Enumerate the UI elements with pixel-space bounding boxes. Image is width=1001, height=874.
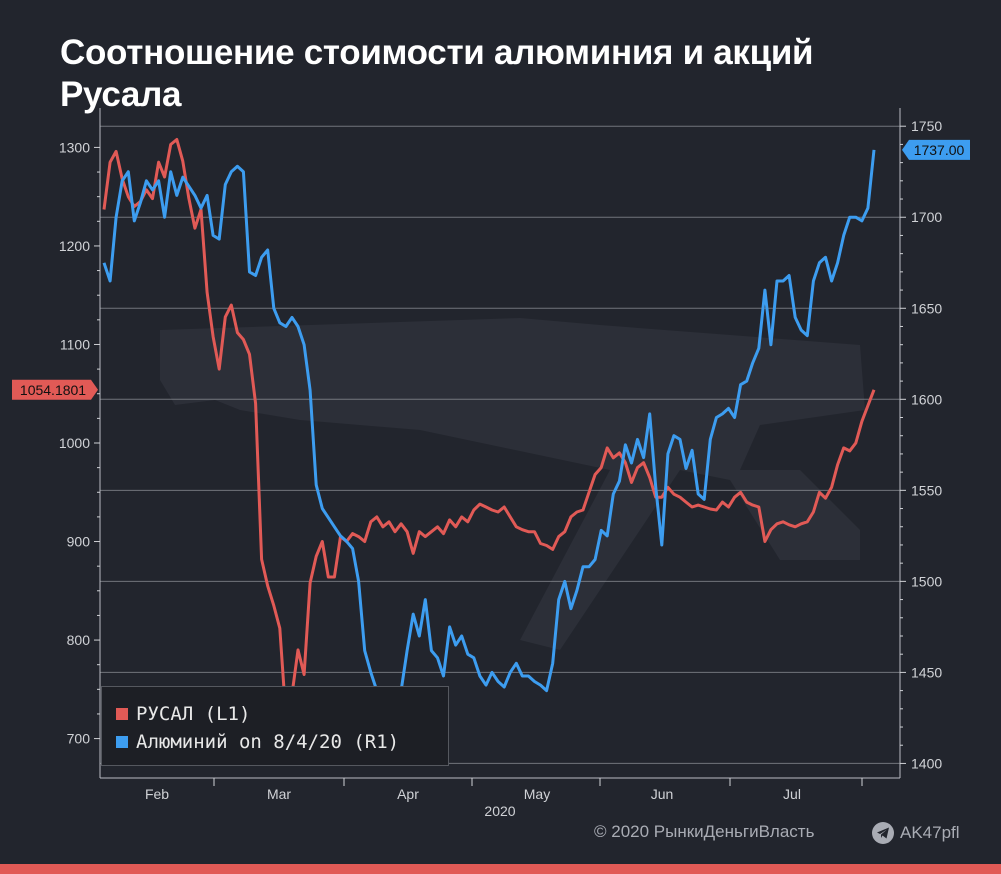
x-tick-label: Jun: [651, 786, 674, 802]
watermark-logo: [160, 318, 865, 650]
x-year-label: 2020: [484, 803, 515, 819]
right-tick-label: 1450: [911, 664, 942, 680]
x-tick-label: Mar: [267, 786, 291, 802]
series-line-rusal: [102, 138, 876, 719]
x-tick-label: Feb: [145, 786, 169, 802]
series-line-aluminium: [102, 149, 876, 747]
left-tick-label: 900: [67, 534, 91, 550]
tick-labels: 700 800 900 1000 1100 1200 1300 1400 1450 1500 155…: [59, 118, 943, 819]
last-value-flag-right: 1737.00: [902, 139, 970, 160]
x-tick-label: Jul: [783, 786, 801, 802]
left-tick-label: 1300: [59, 139, 90, 155]
legend-swatch-aluminium: [116, 736, 128, 748]
x-tick-label: Apr: [397, 786, 419, 802]
footer-credit: © 2020 РынкиДеньгиВласть: [594, 822, 815, 841]
right-tick-label: 1500: [911, 573, 942, 589]
left-tick-label: 1200: [59, 238, 90, 254]
telegram-icon: [872, 822, 894, 844]
legend-swatch-rusal: [116, 708, 128, 720]
left-tick-label: 1000: [59, 435, 90, 451]
flag-right-value: 1737.00: [914, 142, 965, 158]
legend-label-aluminium: Алюминий on 8/4/20 (R1): [136, 731, 400, 753]
right-tick-label: 1600: [911, 391, 942, 407]
right-tick-label: 1700: [911, 209, 942, 225]
last-value-flags: 1054.1801 1737.00: [12, 139, 970, 400]
right-tick-label: 1400: [911, 755, 942, 771]
flag-left-value: 1054.1801: [20, 382, 86, 398]
right-tick-label: 1650: [911, 300, 942, 316]
legend-item-aluminium: Алюминий on 8/4/20 (R1): [116, 731, 399, 753]
legend-item-rusal: РУСАЛ (L1): [116, 703, 250, 725]
chart-title: Соотношение стоимости алюминия и акций Р…: [60, 33, 814, 114]
footer-handle[interactable]: AK47pfl: [872, 822, 960, 844]
right-tick-label: 1550: [911, 482, 942, 498]
last-value-flag-left: 1054.1801: [12, 379, 98, 400]
series-layer: [102, 138, 876, 747]
accent-bar: [0, 864, 1001, 874]
x-tick-label: May: [524, 786, 550, 802]
legend: РУСАЛ (L1) Алюминий on 8/4/20 (R1): [101, 686, 449, 766]
handle-text: AK47pfl: [900, 823, 960, 842]
right-tick-label: 1750: [911, 118, 942, 134]
left-tick-label: 800: [67, 632, 91, 648]
legend-label-rusal: РУСАЛ (L1): [136, 703, 251, 725]
left-tick-label: 700: [67, 731, 91, 747]
flag-right-bg: [902, 139, 970, 160]
axes: [94, 108, 906, 786]
flag-left-bg: [12, 379, 98, 400]
left-tick-label: 1100: [60, 336, 90, 352]
